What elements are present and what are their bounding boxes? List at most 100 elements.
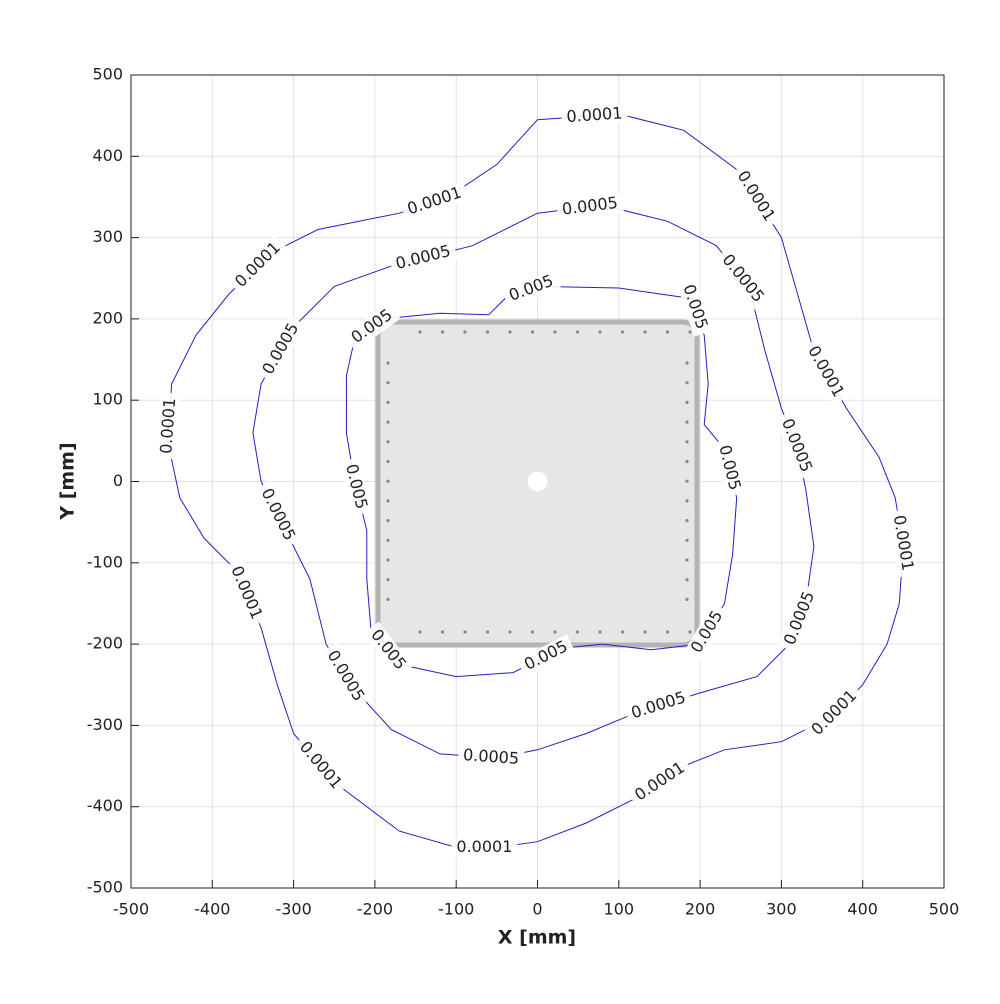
plate-dot <box>688 630 692 634</box>
label-background <box>388 240 458 276</box>
label-background <box>684 602 731 662</box>
x-tick-label: 400 <box>847 900 878 919</box>
label-background <box>319 642 371 710</box>
label-background <box>256 315 307 383</box>
x-tick-label: -400 <box>194 900 230 919</box>
x-tick-label: -300 <box>275 900 311 919</box>
x-tick-label: 0 <box>532 900 542 919</box>
label-background <box>400 181 470 222</box>
planar-motor-image <box>375 319 700 648</box>
contour-label-group: 0.0005 <box>457 745 525 770</box>
label-background <box>339 457 373 517</box>
plate-dot <box>530 330 535 334</box>
plate-dot <box>386 519 390 523</box>
plate-dot <box>386 381 390 385</box>
plate-dot <box>685 499 689 503</box>
plate-dot <box>530 630 535 634</box>
contour-label-group: 0.0001 <box>560 103 629 128</box>
label-background <box>343 302 401 352</box>
plate-dot <box>553 630 557 634</box>
label-background <box>156 392 182 460</box>
plate-dot <box>575 630 580 634</box>
contour-label: 0.0005 <box>462 745 519 768</box>
label-background <box>800 338 851 406</box>
x-tick-label: -100 <box>438 900 474 919</box>
plate-dot <box>508 330 512 334</box>
x-tick-label: -500 <box>113 900 149 919</box>
y-tick-label: 200 <box>92 308 123 327</box>
x-tick-label: 500 <box>929 900 960 919</box>
plate-dot <box>685 597 689 602</box>
contour-label-group: 0.005 <box>339 457 373 517</box>
plate-dot <box>643 330 647 334</box>
x-tick-label: 100 <box>604 900 635 919</box>
label-background <box>556 192 624 221</box>
plate-dot <box>418 330 422 334</box>
plate-dot <box>685 361 689 365</box>
label-background <box>362 621 414 679</box>
label-background <box>560 103 629 128</box>
x-tick-label: 200 <box>685 900 716 919</box>
plate-dot <box>485 330 490 334</box>
plate-dot <box>386 499 390 503</box>
plate-dot <box>386 361 390 365</box>
label-background <box>774 411 818 480</box>
label-background <box>291 733 350 798</box>
plate-dot <box>508 630 512 634</box>
label-background <box>516 634 576 678</box>
plate-dot <box>685 578 689 582</box>
label-background <box>457 745 525 770</box>
plate-dot <box>685 400 689 404</box>
x-tick-label: -200 <box>357 900 393 919</box>
plate-dot <box>463 330 467 334</box>
plate-dot <box>685 558 689 562</box>
y-tick-label: 300 <box>92 227 123 246</box>
label-background <box>253 480 302 549</box>
plate-dot <box>386 400 390 404</box>
y-tick-label: -200 <box>87 634 123 653</box>
plate-dot <box>685 420 689 424</box>
x-axis-label: X [mm] <box>498 927 576 949</box>
plate-dot <box>553 330 557 334</box>
label-background <box>714 246 772 311</box>
plate-dot <box>440 330 445 334</box>
label-background <box>729 163 782 230</box>
plate-dot <box>685 538 689 542</box>
plate-dot <box>598 330 602 334</box>
label-background <box>627 755 694 809</box>
x-tick-label: 300 <box>766 900 797 919</box>
y-tick-label: -300 <box>87 715 123 734</box>
plate-dot <box>386 558 390 562</box>
center-hole <box>527 471 548 492</box>
y-tick-label: -500 <box>87 878 123 897</box>
plate-dot <box>620 630 625 634</box>
plate-dot <box>485 630 490 634</box>
plate-dot <box>665 630 670 634</box>
y-tick-label: -100 <box>87 552 123 571</box>
label-background <box>624 686 694 726</box>
label-background <box>804 682 865 744</box>
y-axis-label: Y [mm] <box>57 442 79 520</box>
plate-dot <box>440 630 445 634</box>
plate-dot <box>685 459 689 464</box>
label-background <box>712 438 746 498</box>
y-tick-label: 400 <box>92 146 123 165</box>
contour-label-group: 0.0001 <box>156 392 182 460</box>
contour-label-group: 0.0001 <box>451 837 518 858</box>
label-background <box>778 584 822 653</box>
contour-label: 0.0001 <box>566 103 623 126</box>
contour-label: 0.0001 <box>456 837 512 856</box>
plate-dot <box>685 519 689 523</box>
label-background <box>223 558 269 628</box>
label-background <box>501 269 562 308</box>
label-background <box>451 837 518 858</box>
plate-dot <box>386 578 390 582</box>
plate-dot <box>386 440 390 444</box>
plate-dot <box>685 381 689 385</box>
y-tick-label: 100 <box>92 390 123 409</box>
label-background <box>227 234 289 296</box>
label-background <box>676 277 714 337</box>
plate-dot <box>463 630 467 634</box>
contour-label: 0.0001 <box>156 397 179 454</box>
plate-dot <box>620 330 625 334</box>
